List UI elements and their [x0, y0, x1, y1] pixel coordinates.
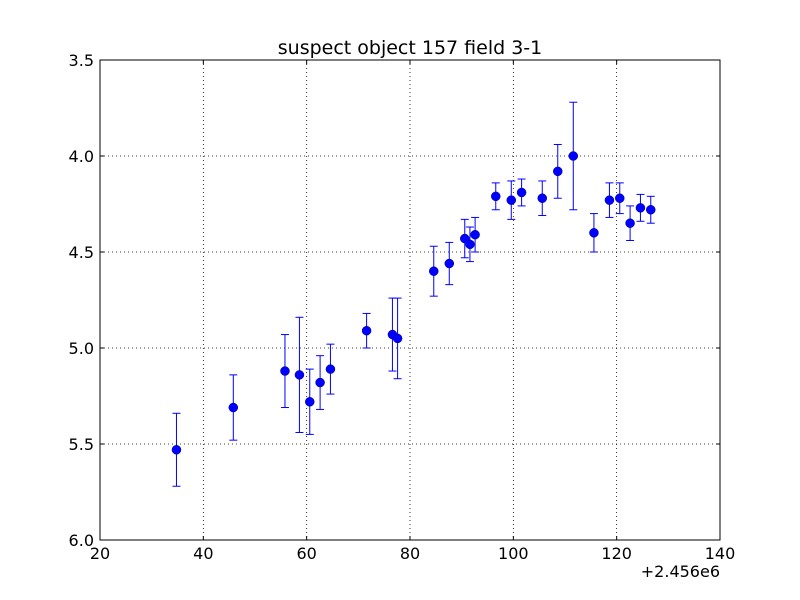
x-tick-label: 80 [400, 544, 420, 563]
y-tick-label: 5.0 [69, 339, 94, 358]
data-point [625, 218, 635, 228]
data-point [305, 397, 315, 407]
y-tick-label: 3.5 [69, 51, 94, 70]
x-tick-label: 20 [90, 544, 110, 563]
data-point [615, 193, 625, 203]
data-point [589, 228, 599, 238]
data-point [325, 364, 336, 374]
x-tick-label: 140 [705, 544, 736, 563]
data-point [635, 203, 646, 213]
grid [100, 60, 720, 540]
x-tick-label: 120 [601, 544, 632, 563]
data-point [553, 166, 563, 177]
x-tick-label: 60 [296, 544, 316, 563]
data-point [444, 258, 455, 269]
data-point [568, 151, 579, 161]
data-point [429, 266, 439, 276]
x-offset-label: +2.456e6 [641, 562, 720, 581]
plot-frame [99, 59, 721, 541]
x-axis-ticks: 20 40 60 80 100 120 140 [90, 60, 735, 563]
data-point [294, 370, 305, 380]
data-point [228, 402, 239, 413]
y-tick-label: 5.5 [69, 435, 94, 454]
data-point [491, 191, 501, 202]
x-tick-label: 100 [498, 544, 529, 563]
data-point [280, 366, 290, 376]
data-point [470, 229, 480, 240]
y-tick-label: 6.0 [69, 531, 94, 550]
data-point [646, 205, 656, 215]
data-point [315, 377, 325, 388]
data-point [361, 325, 372, 336]
x-tick-label: 40 [193, 544, 213, 563]
data-point [537, 193, 548, 203]
data-point [392, 333, 403, 344]
data-point [506, 195, 517, 205]
data-point [465, 239, 475, 250]
y-axis-ticks: 3.5 4.0 4.5 5.0 5.5 6.0 [69, 51, 720, 550]
y-tick-label: 4.0 [69, 147, 94, 166]
chart-title: suspect object 157 field 3-1 [278, 37, 543, 59]
y-tick-label: 4.5 [69, 243, 94, 262]
data-points [171, 151, 656, 455]
data-point [604, 195, 615, 205]
data-point [171, 445, 182, 455]
data-point [516, 187, 527, 198]
